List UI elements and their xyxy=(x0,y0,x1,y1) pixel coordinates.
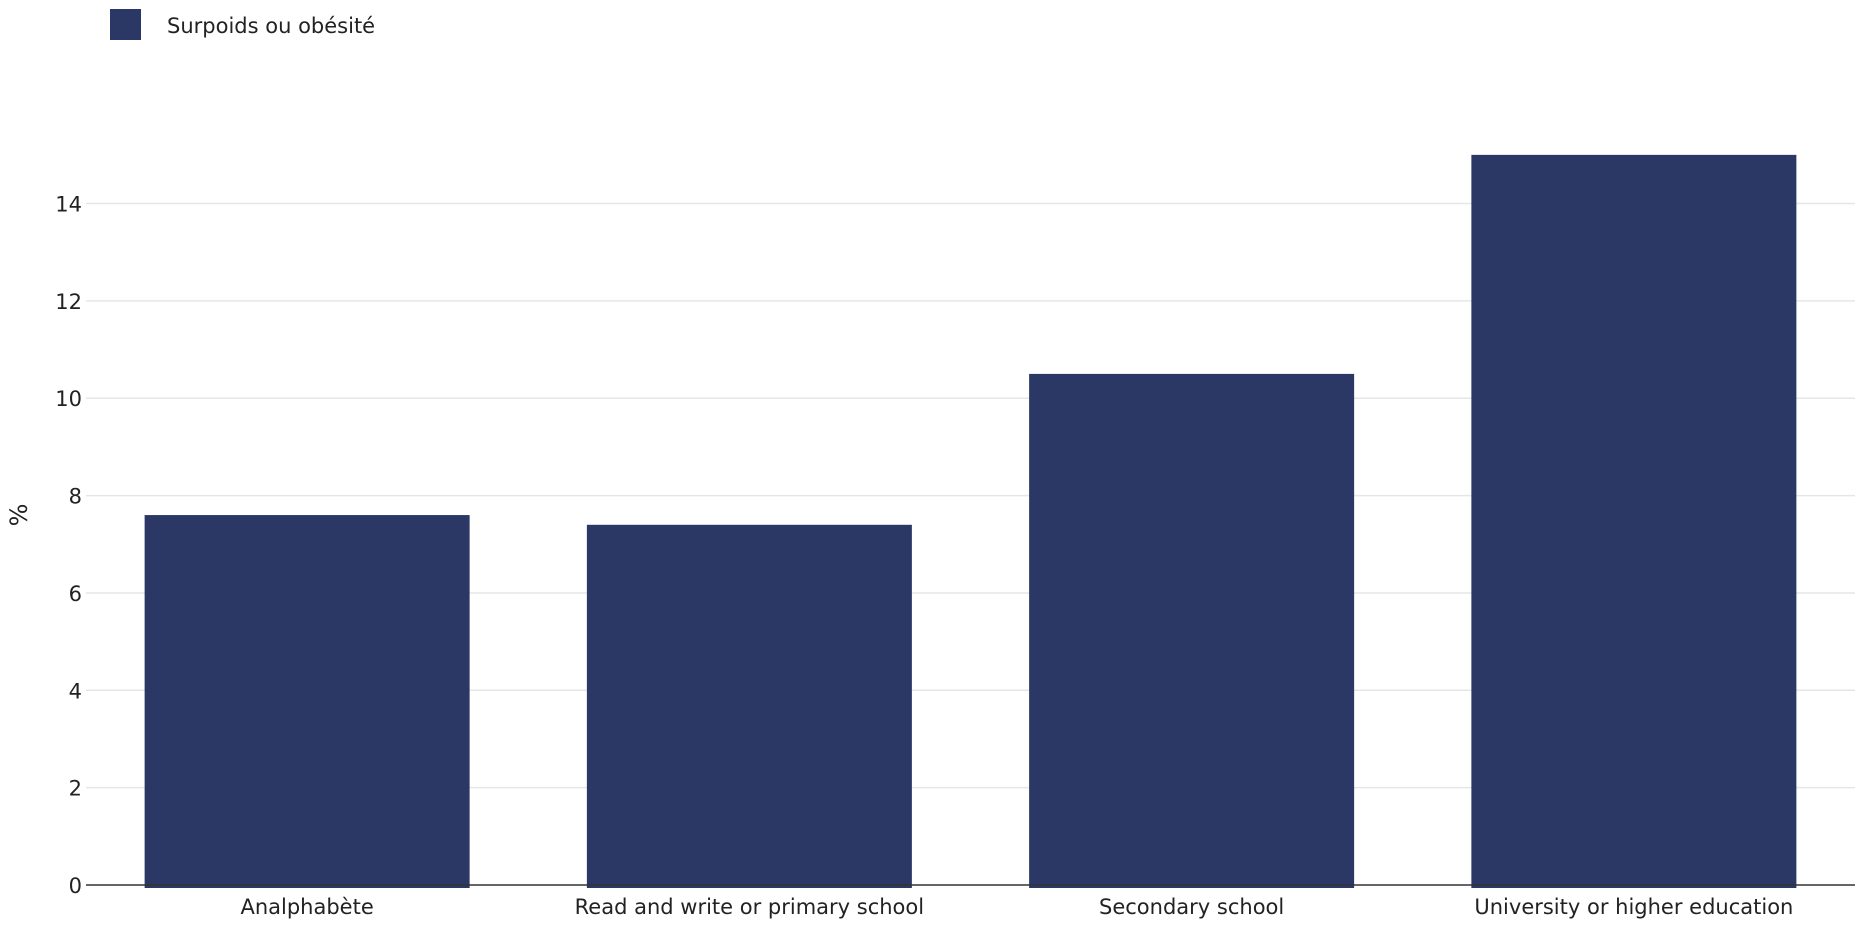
y-tick-label: 12 xyxy=(55,290,82,314)
bar xyxy=(586,524,912,888)
y-tick-label: 8 xyxy=(69,485,82,509)
y-tick-label: 14 xyxy=(55,193,82,217)
bar xyxy=(1471,154,1797,888)
y-tick-label: 6 xyxy=(69,582,82,606)
x-tick-label: University or higher education xyxy=(1474,895,1793,919)
y-tick-label: 4 xyxy=(69,679,82,703)
legend: Surpoids ou obésité xyxy=(110,9,375,40)
legend-swatch xyxy=(110,9,141,40)
x-tick-label: Secondary school xyxy=(1099,895,1284,919)
bars xyxy=(144,154,1797,888)
y-tick-label: 2 xyxy=(69,777,82,801)
y-axis-title: % xyxy=(5,504,33,527)
x-tick-label: Analphabète xyxy=(240,895,373,919)
x-tick-labels: Analphabète Read and write or primary sch… xyxy=(240,895,1793,919)
y-tick-label: 10 xyxy=(55,387,82,411)
y-tick-labels: 0 2 4 6 8 10 12 14 xyxy=(55,193,82,898)
y-tick-label: 0 xyxy=(69,874,82,898)
bar xyxy=(144,515,470,888)
bar xyxy=(1029,373,1355,888)
x-tick-label: Read and write or primary school xyxy=(575,895,924,919)
legend-label: Surpoids ou obésité xyxy=(167,14,375,38)
